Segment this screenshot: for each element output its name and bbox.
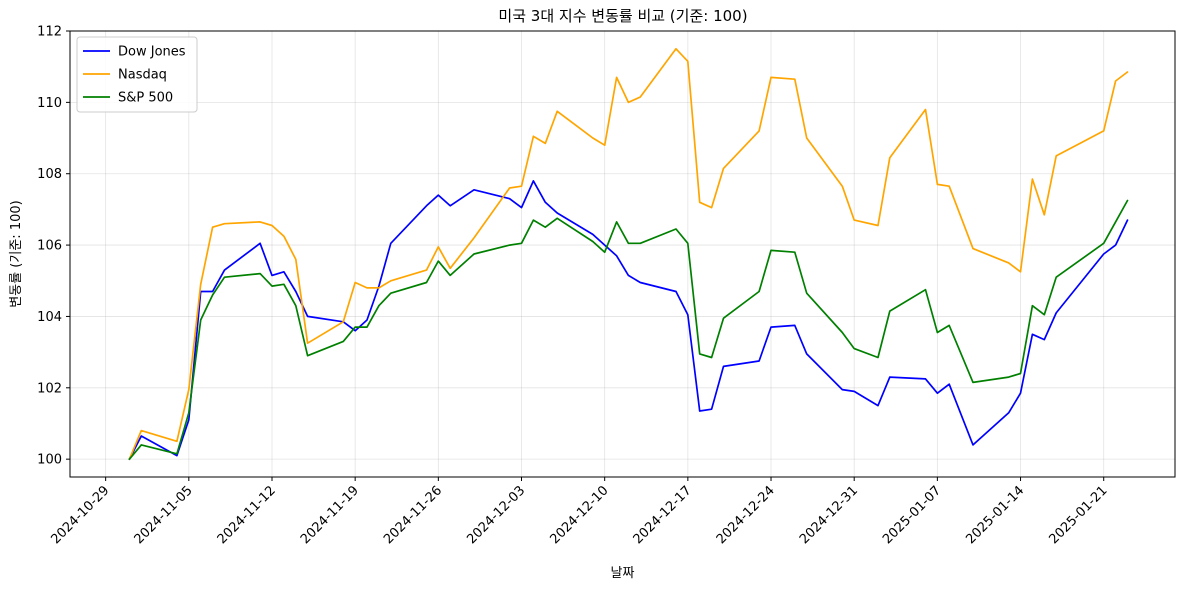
x-tick-label: 2025-01-21	[1047, 483, 1111, 547]
y-tick-label: 106	[37, 239, 62, 254]
series-line-nasdaq	[128, 47, 1129, 461]
x-tick-label: 2024-11-12	[215, 483, 279, 547]
series-lines	[128, 47, 1129, 461]
y-tick-label: 102	[37, 381, 62, 396]
x-tick-label: 2024-11-19	[298, 483, 362, 547]
x-tick-label: 2024-12-24	[714, 483, 778, 547]
x-tick-label: 2024-12-10	[547, 483, 611, 547]
chart-title: 미국 3대 지수 변동률 비교 (기준: 100)	[498, 7, 747, 25]
legend-box	[76, 36, 198, 113]
x-tick-label: 2024-12-31	[797, 483, 861, 547]
x-tick-label: 2025-01-07	[880, 483, 944, 547]
y-axis-label: 변동률 (기준: 100)	[9, 200, 24, 307]
legend-label: Dow Jones	[118, 45, 186, 60]
x-tick-label: 2024-12-03	[464, 483, 528, 547]
y-axis: 100 102 104 106 108 110 112	[37, 25, 70, 468]
x-tick-label: 2024-10-29	[48, 483, 112, 547]
x-tick-label: 2024-12-17	[631, 483, 695, 547]
series-line-s-p-500	[128, 199, 1129, 461]
legend-label: S&P 500	[118, 91, 173, 106]
plot-frame	[69, 30, 1176, 478]
y-tick-label: 100	[37, 453, 62, 468]
series-line-dow-jones	[128, 180, 1129, 461]
grid	[70, 30, 1175, 477]
x-axis-label: 날짜	[611, 566, 635, 581]
y-tick-label: 108	[37, 167, 62, 182]
y-tick-label: 104	[37, 310, 62, 325]
x-tick-label: 2024-11-26	[381, 483, 445, 547]
x-axis: 2024-10-29 2024-11-05 2024-11-12 2024-11-19…	[48, 477, 1111, 547]
x-tick-label: 2025-01-14	[963, 483, 1027, 547]
x-tick-label: 2024-11-05	[132, 483, 196, 547]
legend: Dow Jones Nasdaq S&P 500	[76, 36, 198, 113]
y-tick-label: 110	[37, 96, 62, 111]
y-tick-label: 112	[37, 25, 62, 40]
legend-label: Nasdaq	[118, 68, 167, 83]
